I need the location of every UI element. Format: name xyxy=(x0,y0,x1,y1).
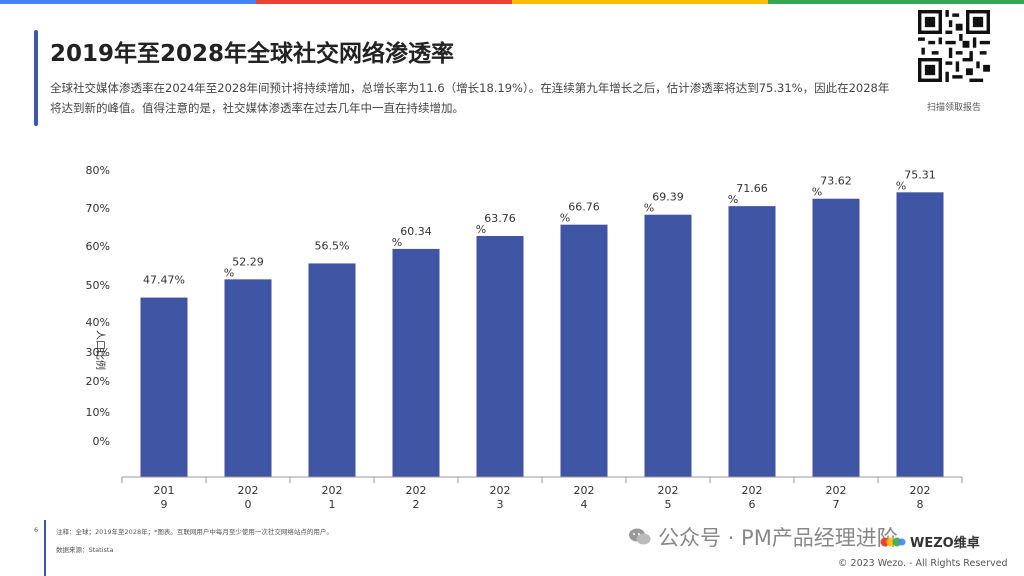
x-tick-label: 202 3 xyxy=(490,484,511,511)
data-label: 66.76% xyxy=(560,201,600,225)
bar xyxy=(476,235,524,477)
title-accent-bar xyxy=(34,30,38,126)
page-title: 2019年至2028年全球社交网络渗透率 xyxy=(50,41,455,67)
y-tick-label: 20% xyxy=(86,375,110,388)
data-label: 75.31% xyxy=(896,168,936,192)
bar xyxy=(644,214,692,477)
data-source: 数据来源：Statista xyxy=(56,546,114,554)
x-tick-label: 202 4 xyxy=(574,484,595,511)
bar xyxy=(896,192,944,478)
wechat-text: 公众号 · PM产品经理进阶 xyxy=(658,526,898,550)
y-tick-label: 70% xyxy=(86,202,110,215)
top-bar-segment-green xyxy=(768,0,1024,4)
bar xyxy=(560,224,608,477)
bar xyxy=(728,206,776,477)
brand-logo: WEZO维卓 xyxy=(880,532,980,551)
bar xyxy=(308,263,356,477)
y-tick-label: 30% xyxy=(86,346,110,359)
x-tick-label: 201 9 xyxy=(154,484,175,511)
x-tick-label: 202 5 xyxy=(658,484,679,511)
y-tick-label: 10% xyxy=(86,406,110,419)
top-color-bar xyxy=(0,0,1024,4)
data-label: 60.34% xyxy=(392,225,432,249)
x-tick-label: 202 6 xyxy=(742,484,763,511)
page-subtitle: 全球社交媒体渗透率在2024年至2028年间预计将持续增加，总增长率为11.6（… xyxy=(50,81,890,115)
bar xyxy=(392,248,440,477)
y-tick-label: 60% xyxy=(86,240,110,253)
data-label: 47.47% xyxy=(143,274,185,287)
bar xyxy=(224,279,272,477)
y-tick-label: 80% xyxy=(86,164,110,177)
brand-text: WEZO维卓 xyxy=(910,536,980,551)
y-axis-label: 人口比例 xyxy=(94,330,107,370)
data-label: 71.66% xyxy=(728,182,768,206)
y-tick-label: 50% xyxy=(86,279,110,292)
wezo-logo-icon xyxy=(880,537,906,546)
qr-code-icon[interactable] xyxy=(918,10,990,82)
x-tick-label: 202 2 xyxy=(406,484,427,511)
x-tick-label: 202 7 xyxy=(826,484,847,511)
bar xyxy=(812,198,860,477)
x-tick-label: 202 8 xyxy=(910,484,931,511)
x-tick-label: 202 0 xyxy=(238,484,259,511)
y-tick-label: 40% xyxy=(86,316,110,329)
footnote: 注释：全球；2019年至2028年；*图表。互联网用户中每月至少使用一次社交网络… xyxy=(56,528,333,536)
data-label: 69.39% xyxy=(644,191,684,215)
top-bar-segment-blue xyxy=(0,0,256,4)
page-number: 6 xyxy=(34,526,39,534)
x-tick-label: 202 1 xyxy=(322,484,343,511)
bar xyxy=(140,297,188,477)
data-label: 52.29% xyxy=(224,255,264,279)
copyright: © 2023 Wezo. - All Rights Reserved xyxy=(838,558,1008,569)
data-label: 56.5% xyxy=(315,239,350,252)
qr-caption: 扫描领取报告 xyxy=(926,103,981,113)
wechat-icon xyxy=(629,528,651,545)
top-bar-segment-yellow xyxy=(512,0,768,4)
top-bar-segment-red xyxy=(256,0,512,4)
data-label: 73.62% xyxy=(812,175,852,199)
y-tick-label: 0% xyxy=(93,435,110,448)
wechat-watermark: 公众号 · PM产品经理进阶 xyxy=(628,522,898,552)
data-label: 63.76% xyxy=(476,212,516,236)
footer-accent-line xyxy=(44,520,46,576)
